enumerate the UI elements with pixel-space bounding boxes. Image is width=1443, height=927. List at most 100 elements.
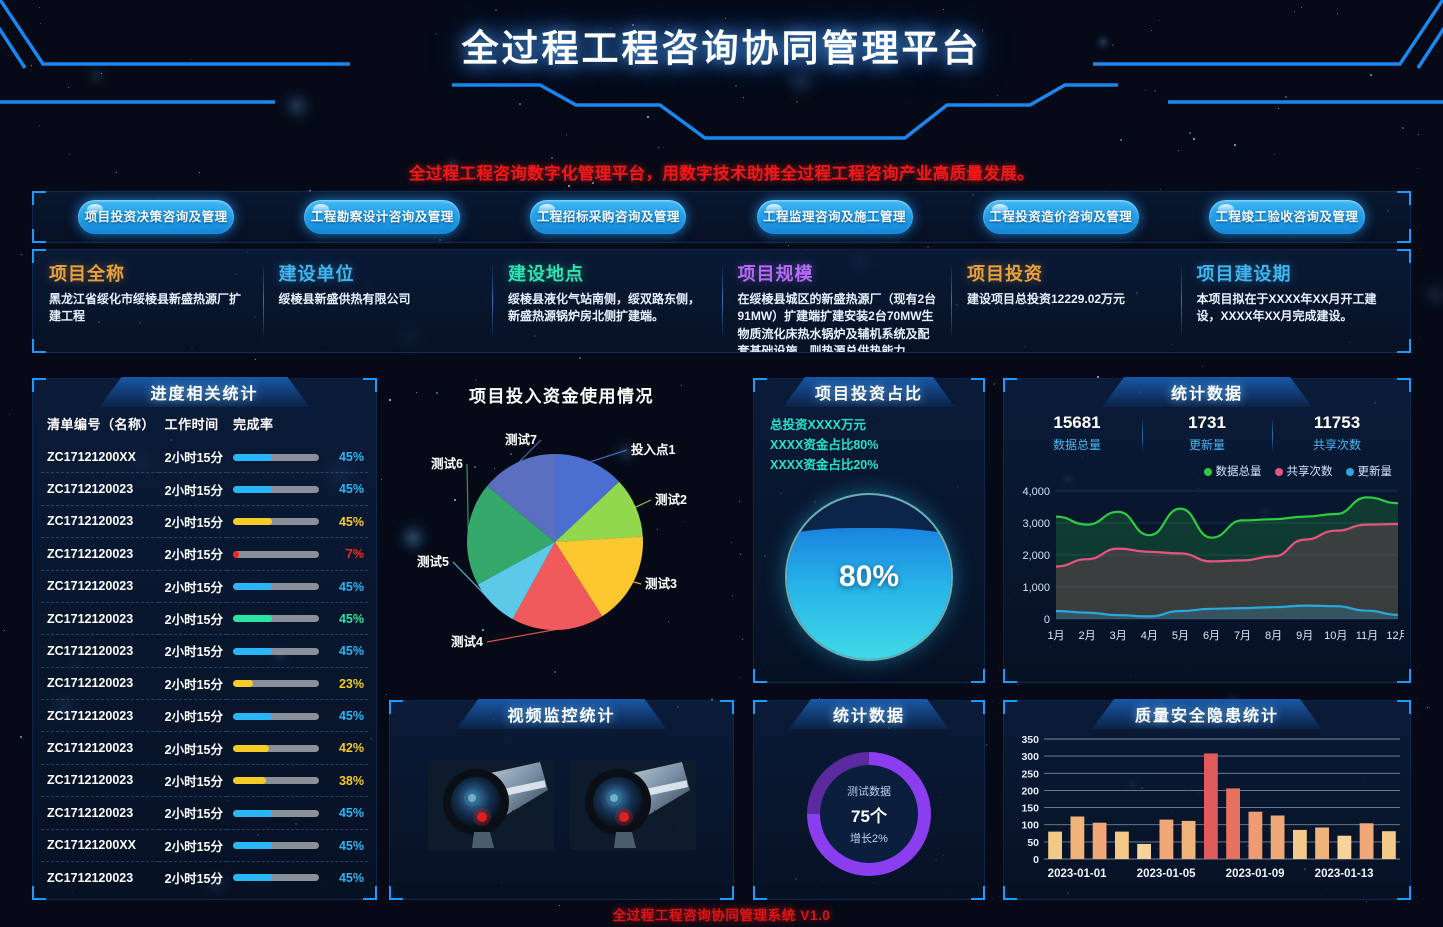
corner-top-right (1397, 191, 1411, 205)
progress-bar (233, 874, 319, 882)
nav-button-2[interactable]: 工程勘察设计咨询及管理 (304, 200, 461, 234)
corner-bottom-left (32, 229, 46, 243)
table-row[interactable]: ZC1712120023 2小时15分 45% (41, 505, 368, 539)
table-row[interactable]: ZC1712120023 2小时15分 45% (41, 602, 368, 636)
corner-top-left (32, 378, 46, 392)
nav-button-row: 项目投资决策咨询及管理 工程勘察设计咨询及管理 工程招标采购咨询及管理 工程监理… (33, 192, 1410, 242)
corner-top-right (720, 700, 734, 714)
table-row[interactable]: ZC17121200XX 2小时15分 45% (41, 441, 368, 474)
corner-top-right (1397, 700, 1411, 714)
legend-label: 共享次数 (1286, 466, 1333, 478)
row-code: ZC1712120023 (41, 634, 159, 668)
progress-bar (233, 550, 319, 558)
kpi-label: 共享次数 (1312, 438, 1361, 452)
panel-title: 统计数据 (1102, 377, 1312, 407)
svg-text:10月: 10月 (1324, 630, 1347, 642)
row-time: 2小时15分 (158, 829, 227, 862)
svg-text:3,000: 3,000 (1022, 518, 1050, 530)
corner-bottom-left (32, 339, 46, 353)
progress-label: 23% (338, 676, 364, 691)
table-row[interactable]: ZC1712120023 2小时15分 45% (41, 861, 368, 891)
progress-table-scroll[interactable]: 清单编号（名称） 工作时间 完成率 ZC17121200XX 2小时15分 45% … (41, 409, 368, 891)
donut-gauge: 测试数据 75个 增长2% (807, 752, 931, 877)
progress-bar (233, 615, 319, 623)
nav-button-3[interactable]: 工程招标采购咨询及管理 (530, 200, 687, 234)
progress-statistics-panel: 进度相关统计 清单编号（名称） 工作时间 完成率 ZC17121200XX 2小时1… (32, 378, 377, 900)
info-body: 绥棱县新盛供热有限公司 (278, 292, 411, 306)
row-code: ZC1712120023 (41, 764, 159, 798)
table-row[interactable]: ZC1712120023 2小时15分 38% (41, 764, 368, 798)
camera-feed-2[interactable] (569, 760, 696, 850)
row-time: 2小时15分 (158, 634, 227, 668)
svg-text:3月: 3月 (1110, 630, 1127, 642)
info-body: 黑龙江省绥化市绥棱县新盛热源厂扩建工程 (49, 292, 242, 324)
row-code: ZC1712120023 (41, 570, 159, 603)
svg-text:4,000: 4,000 (1022, 486, 1050, 498)
row-time: 2小时15分 (158, 441, 227, 474)
kpi-row: 15681 数据总量 1731 更新量 11753 共享次数 (1012, 413, 1402, 453)
progress-bar (233, 647, 319, 655)
table-row[interactable]: ZC1712120023 2小时15分 23% (41, 667, 368, 701)
table-row[interactable]: ZC1712120023 2小时15分 42% (41, 731, 368, 765)
camera-feed-1[interactable] (427, 760, 554, 850)
corner-bottom-right (971, 669, 985, 683)
info-cell-1: 项目全称 黑龙江省绥化市绥棱县新盛热源厂扩建工程 (33, 250, 263, 352)
row-completion: 7% (227, 537, 368, 571)
progress-label: 45% (338, 579, 364, 594)
progress-label: 45% (338, 611, 364, 626)
legend-label: 数据总量 (1215, 466, 1262, 478)
progress-label: 45% (338, 806, 364, 821)
row-completion: 45% (227, 602, 368, 636)
svg-text:投入点1: 投入点1 (631, 442, 676, 457)
investment-ratio-panel: 项目投资占比 总投资XXXX万元 XXXX资金占比80% XXXX资金占比20%… (753, 378, 985, 683)
nav-button-1[interactable]: 项目投资决策咨询及管理 (78, 200, 235, 234)
donut-growth: 增长2% (850, 832, 888, 845)
svg-text:7月: 7月 (1234, 630, 1251, 642)
table-row[interactable]: ZC1712120023 2小时15分 45% (41, 699, 368, 733)
svg-text:测试2: 测试2 (655, 492, 687, 507)
table-body: ZC17121200XX 2小时15分 45% ZC1712120023 2小时… (41, 441, 368, 891)
info-cell-6: 项目建设期 本项目拟在于XXXX年XX月开工建设，XXXX年XX月完成建设。 (1180, 250, 1411, 352)
svg-text:200: 200 (1021, 785, 1039, 797)
svg-text:测试7: 测试7 (505, 432, 537, 447)
page-title: 全过程工程咨询协同管理平台 (461, 28, 982, 69)
corner-bottom-right (1397, 229, 1411, 243)
row-completion: 45% (227, 441, 368, 474)
security-camera-icon (427, 760, 554, 850)
corner-top-right (363, 378, 377, 392)
table-row[interactable]: ZC1712120023 2小时15分 45% (41, 570, 368, 603)
row-completion: 45% (227, 505, 368, 539)
nav-button-label: 工程招标采购咨询及管理 (536, 210, 680, 224)
panel-title: 统计数据 (789, 699, 949, 729)
progress-label: 45% (338, 482, 364, 497)
corner-top-left (389, 700, 403, 714)
table-row[interactable]: ZC1712120023 2小时15分 45% (41, 634, 368, 668)
table-row[interactable]: ZC17121200XX 2小时15分 45% (41, 829, 368, 862)
kpi-value: 1731 (1188, 413, 1226, 432)
nav-button-6[interactable]: 工程竣工验收咨询及管理 (1208, 200, 1365, 234)
corner-bottom-right (363, 886, 377, 900)
svg-text:0: 0 (1044, 614, 1050, 626)
info-heading: 建设地点 (508, 264, 584, 284)
donut-label: 测试数据 (847, 785, 891, 798)
row-completion: 45% (227, 472, 368, 506)
info-heading: 建设单位 (278, 264, 355, 284)
corner-top-right (1397, 378, 1411, 392)
row-time: 2小时15分 (158, 764, 227, 798)
progress-label: 42% (338, 741, 364, 756)
svg-text:150: 150 (1021, 803, 1039, 815)
project-info-strip: 项目全称 黑龙江省绥化市绥棱县新盛热源厂扩建工程 建设单位 绥棱县新盛供热有限公… (32, 249, 1411, 353)
water-ball-gauge: 80% (785, 493, 953, 661)
svg-text:300: 300 (1021, 751, 1039, 763)
nav-button-5[interactable]: 工程投资造价咨询及管理 (982, 200, 1139, 234)
row-code: ZC1712120023 (41, 602, 159, 636)
svg-text:2月: 2月 (1079, 630, 1096, 642)
nav-button-4[interactable]: 工程监理咨询及施工管理 (756, 200, 913, 234)
table-row[interactable]: ZC1712120023 2小时15分 7% (41, 537, 368, 571)
header-decoration (0, 0, 1443, 140)
column-header-0: 清单编号（名称） (47, 417, 156, 432)
table-row[interactable]: ZC1712120023 2小时15分 45% (41, 472, 368, 506)
table-row[interactable]: ZC1712120023 2小时15分 45% (41, 796, 368, 830)
legend-swatch (1203, 467, 1212, 476)
row-time: 2小时15分 (158, 472, 227, 506)
